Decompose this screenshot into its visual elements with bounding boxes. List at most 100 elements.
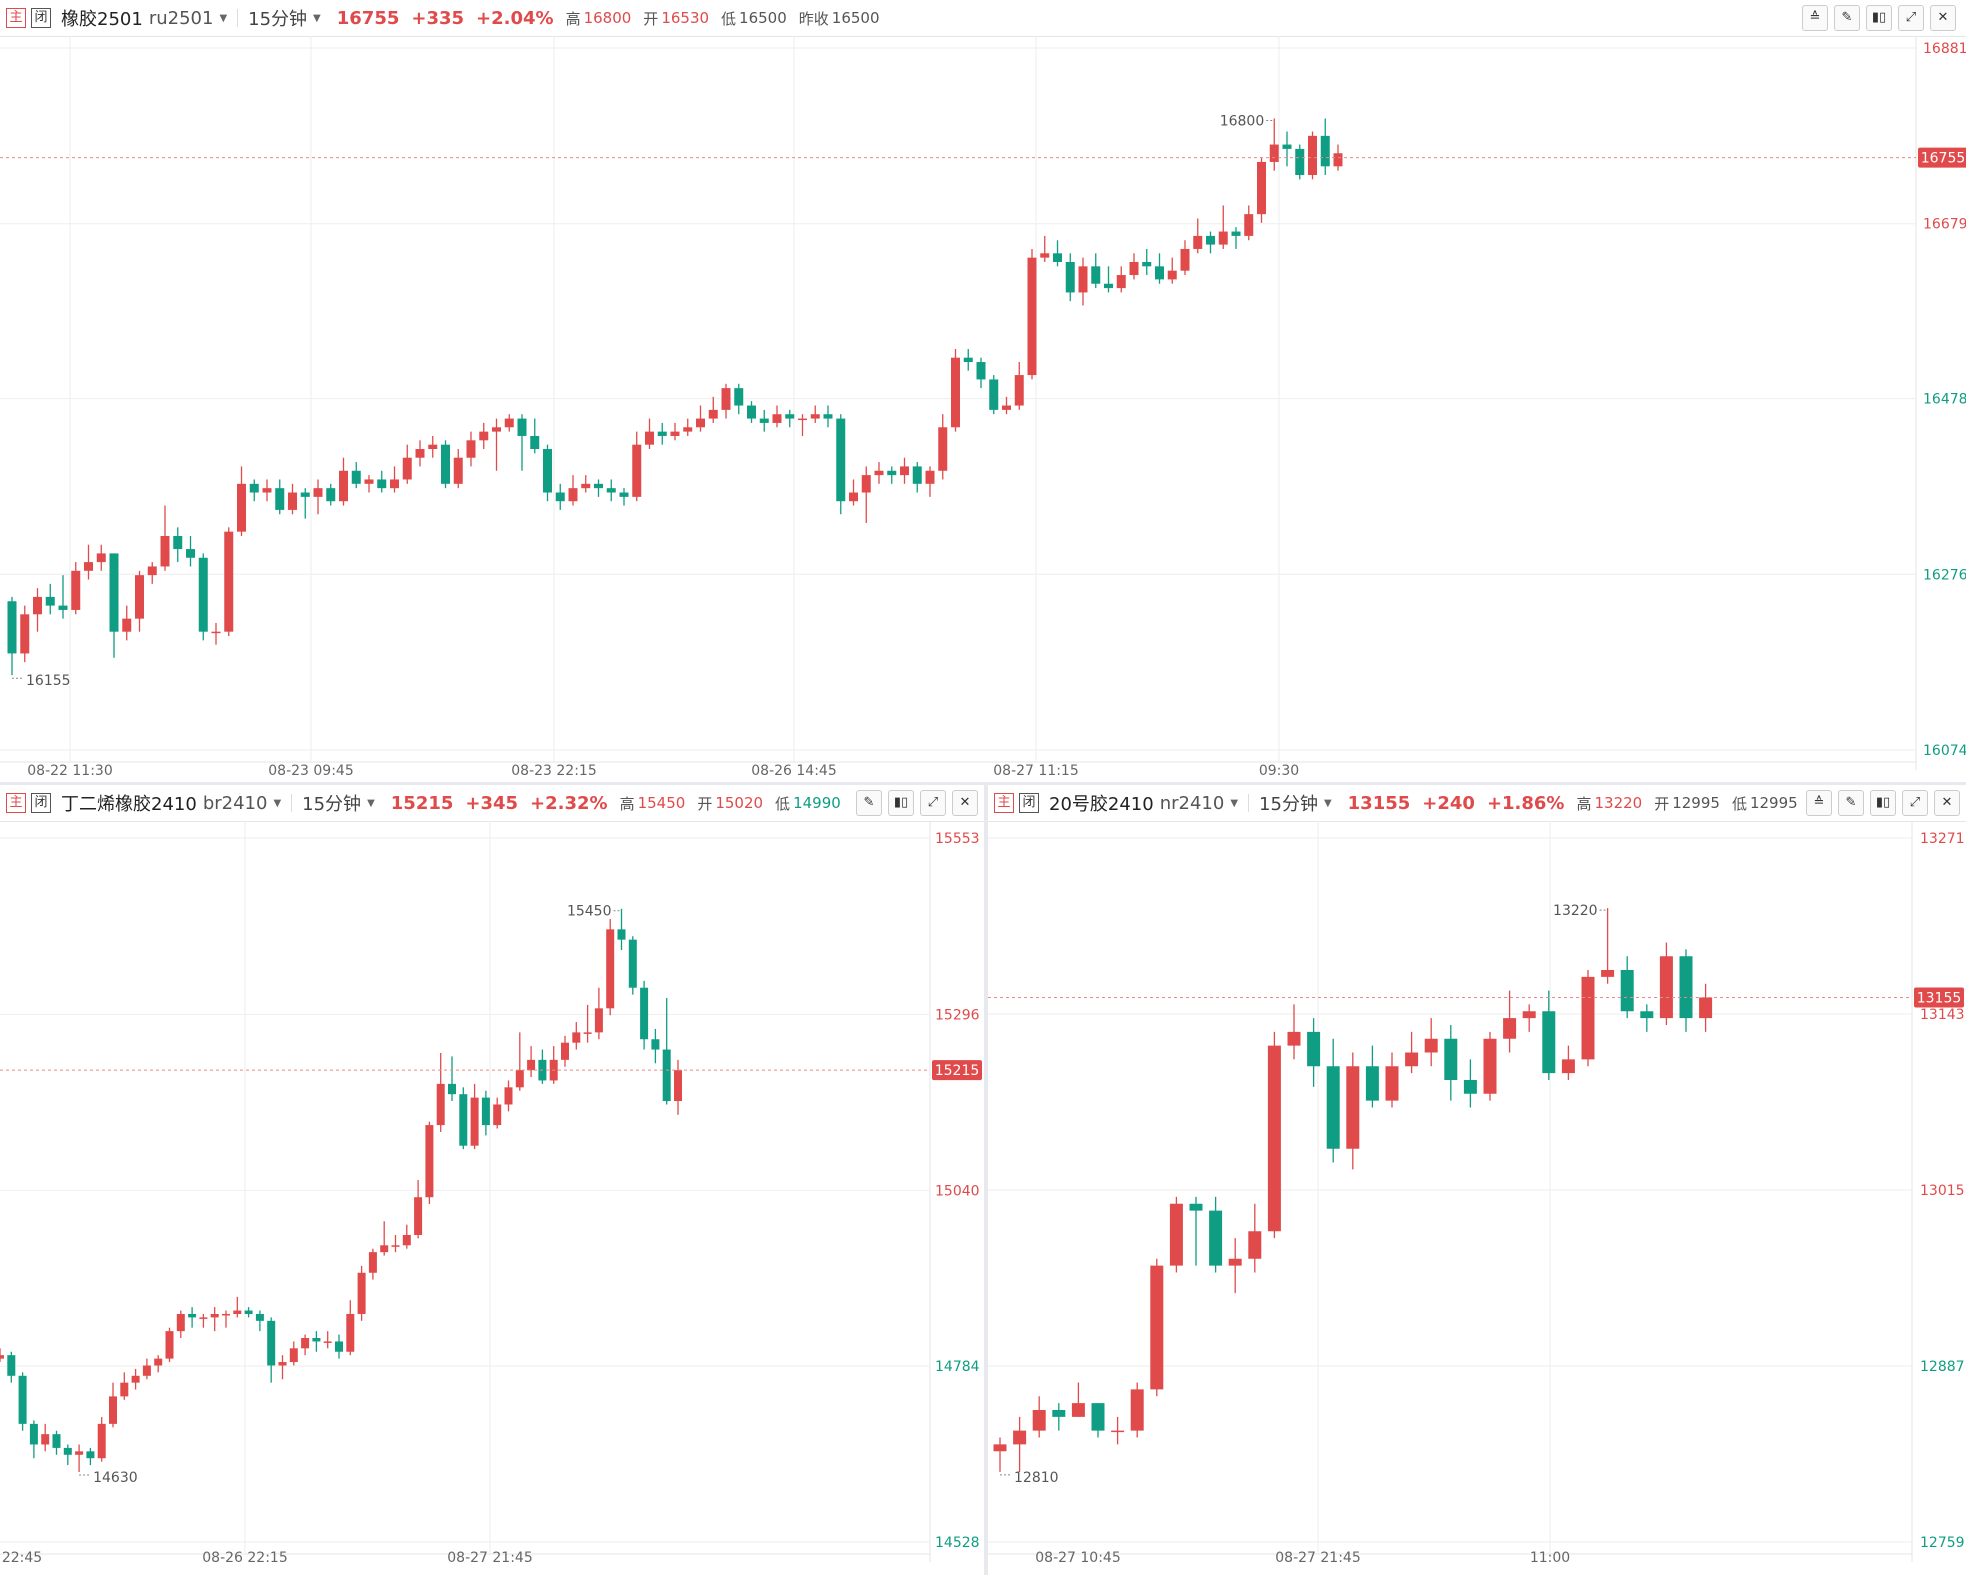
lock-badge[interactable]: 闭 [31, 8, 51, 28]
candle-body [147, 566, 157, 576]
current-price-tag [1914, 987, 1964, 1008]
candle-body [323, 1341, 332, 1343]
candle-body [1180, 248, 1190, 271]
line-chart-icon[interactable]: ≙ [1802, 5, 1828, 31]
candle-body [1027, 257, 1037, 376]
main-contract-badge[interactable]: 主 [6, 793, 26, 813]
contract-name: 丁二烯橡胶2410 [61, 794, 197, 815]
candle-body [448, 1083, 456, 1095]
panel-header: 主 闭 橡胶2501 ru2501 ▼ 15分钟 ▼ 16755 +335 +2… [0, 0, 1966, 37]
panel-divider-vertical[interactable] [984, 785, 988, 1575]
draw-icon[interactable]: ✎ [1838, 790, 1864, 816]
candle-body [1206, 235, 1215, 245]
candle-body [1065, 261, 1075, 293]
chevron-down-icon[interactable]: ▼ [273, 797, 282, 809]
candle-body [640, 987, 649, 1040]
candle-body [504, 1087, 513, 1105]
lock-badge[interactable]: 闭 [1019, 793, 1039, 813]
period-select[interactable]: 15分钟 [302, 794, 362, 815]
main-contract-badge[interactable]: 主 [6, 8, 26, 28]
y-tick-label: 14784 [935, 1359, 980, 1375]
main-contract-badge[interactable]: 主 [994, 793, 1014, 813]
y-tick-label: 15296 [935, 1008, 980, 1024]
candle-body [414, 1197, 423, 1235]
candlestick-chart[interactable]: 15553 15296 15040 14784 14528 22:45 08-26 22:1… [0, 785, 984, 1575]
expand-icon[interactable]: ⤢ [1898, 5, 1924, 31]
current-price-tag [932, 1060, 982, 1081]
candle-body [1267, 1045, 1281, 1232]
candle-body [1257, 161, 1266, 215]
x-tick-label: 08-23 22:15 [511, 763, 596, 779]
lock-badge[interactable]: 闭 [31, 793, 51, 813]
candle-body [515, 1070, 524, 1088]
candle-body [1040, 253, 1050, 258]
y-tick-label: 15040 [935, 1183, 980, 1199]
contract-code-select[interactable]: nr2410 [1159, 792, 1225, 814]
candle-body [176, 1313, 185, 1332]
x-tick-label: 08-27 11:15 [993, 763, 1078, 779]
candlestick-chart[interactable]: 13271 13143 13015 12887 12759 08-27 10:45 08-2… [988, 785, 1966, 1575]
candle-body [1308, 135, 1317, 176]
y-tick-label: 12887 [1920, 1359, 1965, 1375]
close-icon[interactable]: ✕ [1934, 790, 1960, 816]
draw-icon[interactable]: ✎ [856, 790, 882, 816]
candle-settings-icon[interactable]: ▮▯ [1870, 790, 1896, 816]
candle-body [747, 405, 756, 419]
contract-code-select[interactable]: ru2501 [148, 7, 214, 29]
period-select[interactable]: 15分钟 [1259, 794, 1318, 815]
candle-body [1405, 1052, 1419, 1067]
last-price: 16755 [336, 7, 400, 29]
candle-body [135, 575, 144, 619]
candle-body [617, 929, 626, 940]
candle-body [441, 444, 450, 484]
candle-body [7, 601, 17, 654]
panel-divider-horizontal[interactable] [0, 782, 1966, 785]
candle-body [29, 1423, 38, 1445]
candle-body [1503, 1018, 1517, 1039]
contract-code-select[interactable]: br2410 [202, 792, 268, 814]
candle-body [810, 414, 820, 419]
candle-body [154, 1358, 163, 1366]
candle-body [470, 1097, 479, 1146]
chevron-down-icon[interactable]: ▼ [219, 12, 228, 24]
candle-body [1244, 214, 1254, 236]
chevron-down-icon[interactable]: ▼ [367, 797, 375, 809]
candle-body [1091, 1403, 1105, 1431]
y-tick-label: 13143 [1920, 1007, 1965, 1023]
candle-body [244, 1310, 253, 1314]
candle-body [86, 1451, 95, 1459]
price-change: +345 [465, 792, 519, 814]
expand-icon[interactable]: ⤢ [920, 790, 946, 816]
close-icon[interactable]: ✕ [1930, 5, 1956, 31]
draw-icon[interactable]: ✎ [1834, 5, 1860, 31]
last-price: 13155 [1347, 792, 1411, 814]
expand-icon[interactable]: ⤢ [1902, 790, 1928, 816]
candle-body [1326, 1066, 1340, 1149]
candle-body [1365, 1066, 1379, 1101]
candle-settings-icon[interactable]: ▮▯ [1866, 5, 1892, 31]
high-value: 13220 [1594, 794, 1643, 812]
close-icon[interactable]: ✕ [952, 790, 978, 816]
candle-body [312, 1338, 321, 1342]
candle-body [1542, 1011, 1556, 1074]
chevron-down-icon[interactable]: ▼ [1323, 797, 1332, 809]
line-chart-icon[interactable]: ≙ [1806, 790, 1832, 816]
price-change-pct: +1.86% [1486, 792, 1565, 814]
candle-body [335, 1341, 343, 1352]
candle-settings-icon[interactable]: ▮▯ [888, 790, 914, 816]
period-select[interactable]: 15分钟 [248, 9, 308, 30]
candle-body [41, 1434, 50, 1445]
candle-body [415, 449, 425, 458]
last-price: 15215 [390, 792, 454, 814]
candle-body [357, 1272, 366, 1314]
candlestick-chart[interactable]: 16881 16679 16478 16276 16074 08-22 11:30 08-2… [0, 0, 1966, 782]
high-value: 15450 [637, 794, 686, 812]
candle-body [1209, 1210, 1223, 1266]
chevron-down-icon[interactable]: ▼ [1230, 797, 1239, 809]
candle-body [58, 605, 68, 610]
candle-body [721, 388, 731, 410]
chevron-down-icon[interactable]: ▼ [313, 12, 321, 24]
max-price-label: 16800 [1220, 113, 1265, 129]
header-divider [291, 794, 293, 812]
header-divider [237, 9, 239, 27]
